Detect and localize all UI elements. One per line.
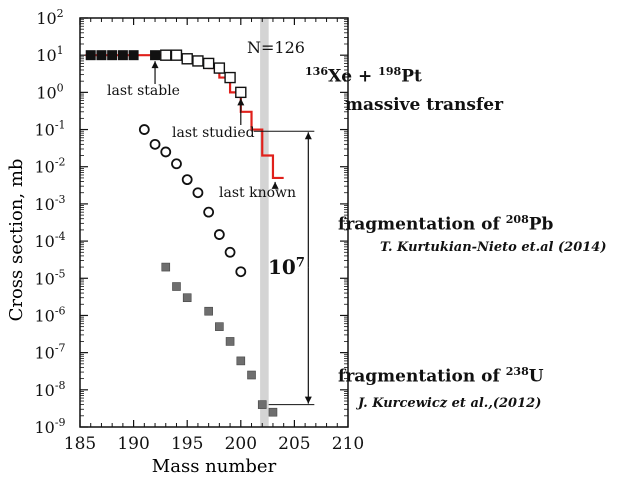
u-mass-number: 238	[505, 365, 529, 378]
last-studied-arrow-head	[237, 98, 245, 106]
point-filled-square	[117, 50, 128, 61]
last-stable-arrow-head	[151, 61, 159, 69]
point-gray-square	[257, 400, 267, 409]
ref-pb-label: T. Kurtukian-Nieto et.al (2014)	[380, 240, 607, 255]
y-tick-label: 10-1	[34, 119, 65, 140]
y-tick-label: 10-7	[34, 342, 65, 363]
point-gray-square	[236, 356, 246, 366]
point-open-square	[213, 62, 226, 74]
axes-layer: 185 190 195 200 205 210 10-9 10-8 10-7 10-6 10-5 10…	[34, 7, 364, 454]
frag-pb-label: fragmentation of 208Pb	[338, 213, 553, 235]
massive-transfer-label: massive transfer	[345, 95, 504, 115]
last-known-label: last known	[219, 185, 297, 201]
annotation-arrows-layer	[151, 61, 315, 406]
point-open-circle	[235, 266, 247, 278]
point-filled-square	[150, 50, 161, 61]
frag-u-text: fragmentation of	[338, 366, 506, 387]
n126-band	[260, 18, 269, 427]
series-layer	[85, 49, 284, 417]
y-tick-label: 100	[36, 81, 63, 102]
y-tick-label: 10-9	[34, 416, 65, 437]
point-open-circle	[213, 229, 225, 240]
pb-symbol: Pb	[528, 214, 554, 235]
point-filled-square	[96, 50, 107, 61]
x-tick-label: 195	[171, 434, 203, 454]
u-symbol: U	[528, 366, 544, 387]
y-tick-label: 10-4	[34, 230, 65, 251]
y-tick-label: 10-5	[34, 267, 65, 288]
point-open-circle	[203, 206, 215, 218]
point-open-circle	[192, 187, 204, 199]
point-gray-square	[161, 262, 171, 272]
last-stable-label: last stable	[107, 83, 180, 99]
point-open-circle	[171, 158, 182, 170]
point-gray-square	[204, 306, 213, 316]
last-known-arrow-head	[271, 181, 279, 189]
last-studied-label: last studied	[172, 125, 255, 141]
point-filled-square	[107, 50, 118, 61]
y-tick-label: 10-6	[34, 304, 65, 325]
xe-mass-number: 136	[305, 65, 329, 78]
point-open-square	[160, 49, 172, 61]
point-filled-square	[128, 50, 139, 61]
point-open-square	[192, 55, 204, 67]
point-gray-square	[172, 282, 181, 291]
step-line-series	[85, 54, 284, 180]
x-tick-label: 210	[332, 434, 364, 454]
x-tick-label: 185	[64, 434, 96, 454]
point-open-circle	[138, 124, 150, 135]
frag-pb-text: fragmentation of	[338, 214, 506, 235]
x-tick-label: 205	[278, 434, 310, 454]
point-filled-square	[85, 50, 96, 61]
point-open-square	[235, 86, 247, 99]
y-tick-label: 102	[36, 7, 63, 28]
range-ten-to-seven-label: 107	[268, 255, 305, 279]
xe-pt-text-a: Xe +	[328, 66, 379, 87]
plot-frame	[79, 17, 349, 428]
n126-label: N=126	[247, 38, 305, 57]
point-gray-square	[268, 407, 278, 417]
xe-pt-reaction-label: 136Xe + 198Pt	[305, 65, 422, 87]
point-gray-square	[215, 322, 224, 331]
range-exponent: 7	[295, 255, 305, 271]
range-arrow-up-head	[304, 132, 312, 140]
point-open-square	[181, 53, 193, 65]
point-open-circle	[224, 246, 236, 258]
range-arrow-down-head	[304, 396, 312, 404]
point-open-square	[224, 71, 236, 84]
x-tick-label: 200	[225, 434, 257, 454]
range-base: 10	[268, 255, 296, 279]
point-gray-square	[182, 293, 192, 303]
ref-u-label: J. Kurcewicz et al.,(2012)	[358, 396, 542, 411]
point-open-square	[170, 49, 183, 61]
pt-mass-number: 198	[378, 65, 402, 78]
y-tick-label: 10-2	[34, 156, 65, 177]
x-axis-label: Mass number	[152, 456, 277, 477]
pb-mass-number: 208	[505, 213, 529, 226]
point-open-circle	[149, 138, 161, 150]
point-gray-square	[247, 370, 256, 380]
x-tick-label: 190	[117, 434, 149, 454]
frag-u-label: fragmentation of 238U	[338, 365, 544, 387]
y-tick-label: 10-3	[34, 193, 65, 214]
y-tick-label: 10-8	[34, 379, 65, 400]
n126-band-layer	[260, 18, 269, 427]
point-open-circle	[160, 146, 172, 158]
xe-pt-text-b: Pt	[401, 66, 422, 87]
y-axis-label: Cross section, mb	[6, 159, 27, 322]
point-open-circle	[181, 174, 193, 186]
point-gray-square	[225, 337, 235, 346]
y-tick-label: 101	[36, 44, 63, 65]
point-open-square	[202, 57, 215, 70]
